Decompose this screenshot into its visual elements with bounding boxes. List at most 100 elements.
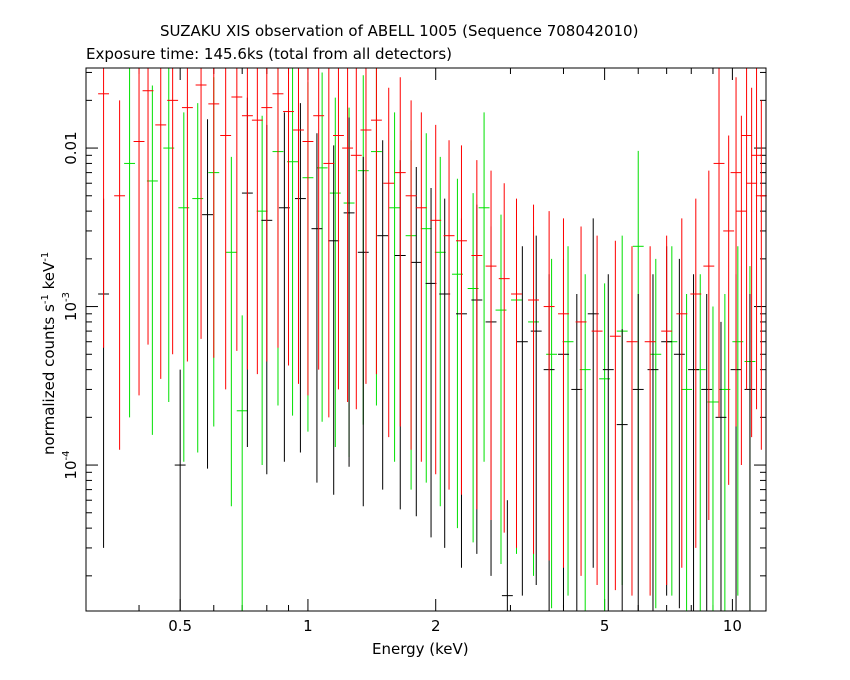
data-point <box>735 115 747 466</box>
data-point <box>681 294 693 611</box>
data-point <box>420 133 432 483</box>
data-point <box>609 240 621 591</box>
data-point <box>357 156 369 507</box>
data-point <box>311 133 323 483</box>
data-point <box>715 321 727 611</box>
data-point <box>405 100 417 450</box>
data-point <box>231 68 243 351</box>
data-point <box>124 68 136 418</box>
data-point <box>430 124 442 475</box>
data-point <box>723 135 735 485</box>
data-point <box>673 258 685 609</box>
data-point <box>644 246 656 596</box>
data-point <box>142 68 154 345</box>
data-point <box>690 198 702 548</box>
data-point <box>495 214 507 565</box>
data-point <box>543 211 555 561</box>
data-point <box>302 68 314 396</box>
data-point <box>283 68 294 366</box>
data-point <box>616 329 628 611</box>
x-tick-label: 1 <box>303 617 313 635</box>
data-point <box>313 68 325 370</box>
data-point <box>511 198 522 548</box>
data-point <box>167 68 179 355</box>
data-point <box>328 145 340 495</box>
data-point <box>425 187 437 538</box>
data-point <box>350 68 362 410</box>
y-axis-label: normalized counts s-1 keV-1 <box>40 251 58 455</box>
data-point <box>389 112 401 462</box>
data-point <box>661 235 673 586</box>
data-point <box>241 68 253 370</box>
x-tick-label: 5 <box>600 617 610 635</box>
data-point <box>579 274 591 611</box>
data-point <box>208 68 220 358</box>
data-point <box>746 87 758 438</box>
data-point <box>225 156 237 507</box>
data-point <box>626 246 638 596</box>
data-point <box>410 166 422 517</box>
data-point <box>377 140 389 490</box>
data-point <box>713 68 725 418</box>
data-point <box>181 68 193 362</box>
data-point <box>332 68 344 390</box>
data-point <box>415 112 427 462</box>
data-point <box>278 112 290 462</box>
data-point <box>546 258 558 609</box>
chart-title: SUZAKU XIS observation of ABELL 1005 (Se… <box>160 22 639 40</box>
data-point <box>530 235 542 586</box>
data-point <box>650 258 662 609</box>
data-point <box>293 68 304 384</box>
data-point <box>394 77 406 427</box>
data-point <box>741 68 753 390</box>
data-point <box>602 274 614 611</box>
data-point <box>647 274 659 611</box>
data-point <box>114 100 126 450</box>
data-point <box>343 117 355 467</box>
data-point <box>694 274 706 611</box>
data-point <box>571 294 583 611</box>
data-point <box>323 68 335 418</box>
data-point <box>485 170 497 521</box>
data-point <box>434 156 446 507</box>
x-tick-label: 0.5 <box>168 617 192 635</box>
data-point <box>707 306 719 611</box>
data-point <box>498 183 510 533</box>
chart-subtitle: Exposure time: 145.6ks (total from all d… <box>86 45 453 63</box>
x-tick-label: 2 <box>431 617 441 635</box>
data-point <box>471 160 483 510</box>
y-tick-label: 0.01 <box>62 131 80 164</box>
data-point <box>98 68 110 348</box>
data-point <box>195 68 207 339</box>
data-point <box>383 87 395 438</box>
data-point <box>155 68 167 379</box>
data-point <box>632 294 644 611</box>
data-point <box>591 235 603 586</box>
data-point <box>261 68 273 362</box>
data-point <box>688 274 699 611</box>
data-point <box>202 119 213 469</box>
data-point <box>562 246 574 596</box>
data-point <box>133 68 145 396</box>
data-point <box>342 68 354 402</box>
data-point <box>701 294 713 611</box>
data-point <box>456 145 467 495</box>
data-point <box>558 218 569 568</box>
data-point <box>256 115 268 466</box>
data-point <box>236 315 248 611</box>
data-point <box>501 500 513 611</box>
x-axis-label: Energy (keV) <box>372 640 469 658</box>
data-point <box>730 77 742 427</box>
data-point <box>755 100 767 450</box>
data-point <box>478 112 490 462</box>
data-point <box>146 85 158 435</box>
data-point <box>666 246 678 596</box>
x-tick-label: 10 <box>723 617 742 635</box>
data-point <box>174 369 186 611</box>
data-point <box>360 68 372 384</box>
y-tick-label: 10-3 <box>61 292 80 321</box>
data-point <box>751 68 762 410</box>
data-point <box>220 68 232 390</box>
data-point <box>294 103 306 453</box>
